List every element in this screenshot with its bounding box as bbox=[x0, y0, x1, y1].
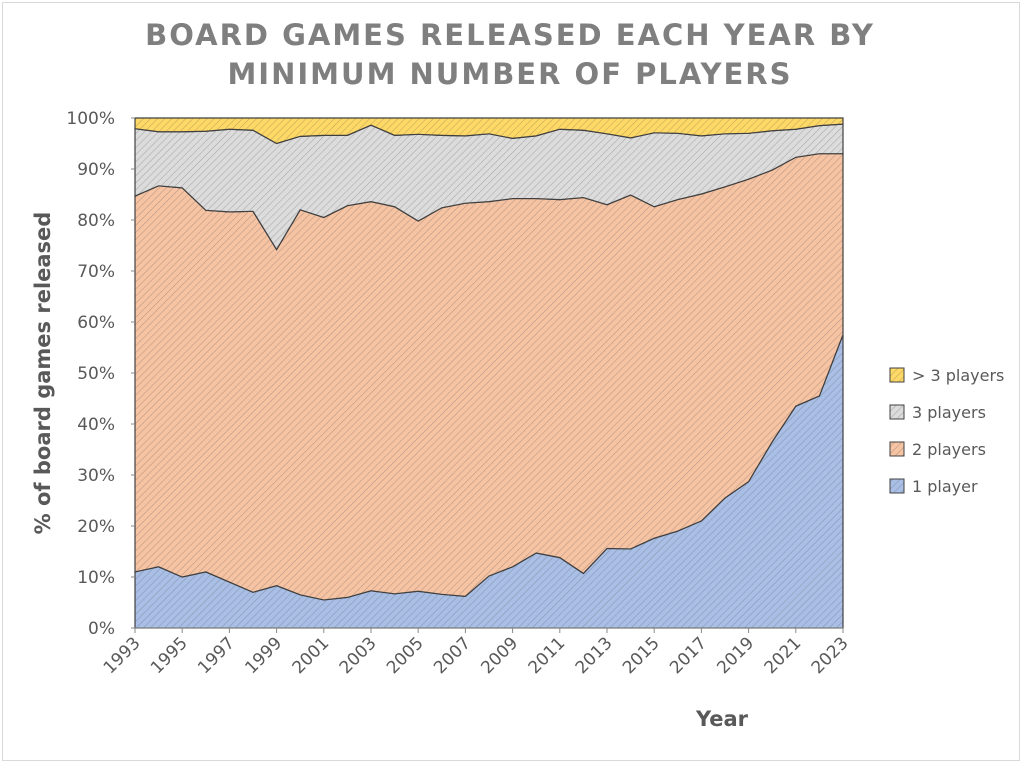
y-tick-label: 30% bbox=[77, 466, 115, 486]
x-tick-label: 2003 bbox=[336, 633, 381, 678]
x-tick-label: 2017 bbox=[666, 633, 711, 678]
x-axis-label: Year bbox=[695, 707, 749, 731]
legend-swatch bbox=[889, 404, 905, 420]
x-tick-label: 1999 bbox=[241, 633, 286, 678]
y-tick-label: 60% bbox=[77, 313, 115, 333]
x-tick-label: 2007 bbox=[430, 633, 475, 678]
x-tick-label: 1997 bbox=[194, 633, 239, 678]
chart-title: BOARD GAMES RELEASED EACH YEAR BY MINIMU… bbox=[145, 18, 875, 91]
y-tick-label: 50% bbox=[77, 364, 115, 384]
legend-swatch bbox=[889, 367, 905, 383]
area bbox=[134, 117, 844, 145]
y-tick-label: 100% bbox=[66, 109, 115, 129]
legend-label: 3 players bbox=[912, 403, 986, 422]
legend-label: > 3 players bbox=[912, 366, 1004, 385]
legend-label: 2 players bbox=[912, 440, 986, 459]
x-tick-label: 1993 bbox=[100, 633, 145, 678]
x-tick-label: 2019 bbox=[713, 633, 758, 678]
y-tick-label: 70% bbox=[77, 262, 115, 282]
x-tick-label: 2013 bbox=[572, 633, 617, 678]
x-tick-label: 2021 bbox=[761, 633, 806, 678]
y-tick-label: 0% bbox=[88, 619, 115, 639]
legend-swatch bbox=[889, 441, 905, 457]
y-tick-label: 40% bbox=[77, 415, 115, 435]
legend-label: 1 player bbox=[912, 477, 978, 496]
y-axis-label: % of board games released bbox=[31, 212, 55, 535]
legend-swatch bbox=[889, 478, 905, 494]
y-tick-label: 10% bbox=[77, 568, 115, 588]
y-tick-label: 90% bbox=[77, 160, 115, 180]
x-tick-label: 2015 bbox=[619, 633, 664, 678]
x-tick-label: 1995 bbox=[147, 633, 192, 678]
y-tick-label: 20% bbox=[77, 517, 115, 537]
x-tick-label: 2023 bbox=[808, 633, 853, 678]
x-tick-label: 2011 bbox=[525, 633, 570, 678]
x-tick-label: 2001 bbox=[289, 633, 334, 678]
x-tick-label: 2005 bbox=[383, 633, 428, 678]
x-tick-label: 2009 bbox=[477, 633, 522, 678]
y-tick-label: 80% bbox=[77, 211, 115, 231]
